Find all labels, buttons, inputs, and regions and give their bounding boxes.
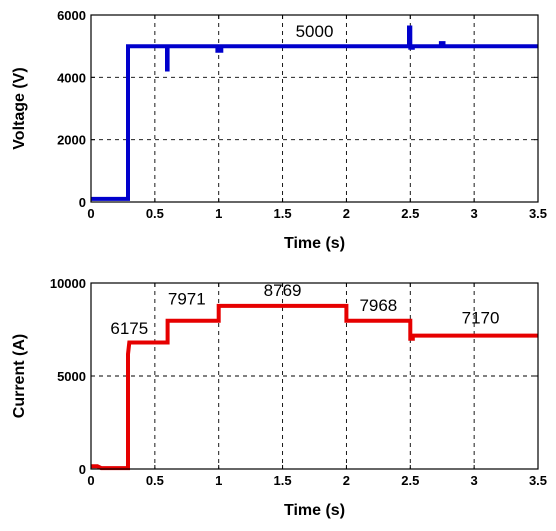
current-series-line — [91, 303, 538, 471]
voltage-data-label: 5000 — [296, 22, 334, 41]
voltage-y-axis-label: Voltage (V) — [11, 67, 28, 149]
current-x-tick-label: 0 — [87, 473, 94, 488]
current-x-tick-label: 1 — [215, 473, 222, 488]
current-data-label: 8769 — [264, 281, 302, 300]
voltage-x-tick-label: 2 — [343, 206, 350, 221]
voltage-chart: 0 0.5 1 1.5 2 2.5 3 3.5 0 2000 4000 6000 Time (s) Vol… — [11, 8, 547, 252]
voltage-x-tick-label: 0 — [87, 206, 94, 221]
current-y-tick-label: 5000 — [57, 369, 86, 384]
current-x-tick-label: 3.5 — [529, 473, 547, 488]
current-x-tick-label: 0.5 — [146, 473, 164, 488]
current-x-axis-label: Time (s) — [284, 502, 345, 519]
voltage-x-tick-label: 3 — [471, 206, 478, 221]
current-data-label: 6175 — [110, 319, 148, 338]
current-y-axis-label: Current (A) — [11, 334, 28, 418]
voltage-series-line — [91, 25, 538, 201]
voltage-x-tick-label: 1.5 — [274, 206, 292, 221]
voltage-x-tick-label: 3.5 — [529, 206, 547, 221]
voltage-y-tick-label: 2000 — [57, 133, 86, 148]
voltage-plot-frame — [90, 14, 539, 203]
voltage-y-tick-label: 0 — [79, 195, 86, 210]
current-y-tick-label: 10000 — [50, 276, 86, 291]
current-data-label: 7170 — [462, 309, 500, 328]
voltage-y-tick-label: 4000 — [57, 70, 86, 85]
current-x-tick-label: 1.5 — [274, 473, 292, 488]
voltage-x-tick-label: 1 — [215, 206, 222, 221]
current-y-tick-label: 0 — [79, 462, 86, 477]
current-x-tick-label: 2 — [343, 473, 350, 488]
voltage-x-axis-label: Time (s) — [284, 235, 345, 252]
current-x-tick-label: 3 — [471, 473, 478, 488]
voltage-x-tick-label: 0.5 — [146, 206, 164, 221]
voltage-y-tick-label: 6000 — [57, 8, 86, 23]
current-data-label: 7971 — [168, 290, 206, 309]
voltage-x-tick-label: 2.5 — [401, 206, 419, 221]
current-x-tick-label: 2.5 — [401, 473, 419, 488]
current-chart: 0 0.5 1 1.5 2 2.5 3 3.5 0 5000 10000 Time (s) Curren… — [11, 276, 547, 519]
current-data-label: 7968 — [359, 296, 397, 315]
